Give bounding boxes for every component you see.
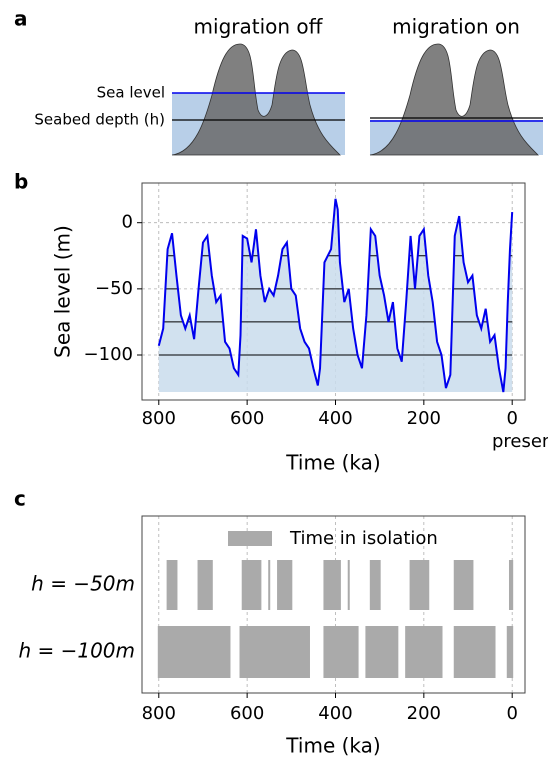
island-off xyxy=(171,43,345,156)
legend-label: Time in isolation xyxy=(289,528,438,549)
panel-label: c xyxy=(14,487,26,511)
isolation-bar xyxy=(453,560,474,610)
x-annotation: present xyxy=(492,431,548,452)
x-tick-label: 0 xyxy=(506,703,517,724)
isolation-bar xyxy=(166,560,178,610)
isolation-bar xyxy=(241,560,262,610)
x-tick-label: 200 xyxy=(407,703,441,724)
isolation-bar xyxy=(268,560,271,610)
isolation-bar xyxy=(453,626,496,678)
x-tick-label: 800 xyxy=(142,408,176,429)
isolation-bar xyxy=(365,626,399,678)
x-axis-label: Time (ka) xyxy=(285,451,380,475)
sea-level-line xyxy=(157,198,514,393)
y-axis-label: Sea level (m) xyxy=(51,225,75,358)
sea-level-chart: 800 600 400 200 0 0 −50 −100 present Time (ka) Sea… xyxy=(51,182,548,475)
isolation-bar xyxy=(323,560,341,610)
isolation-bar xyxy=(157,626,231,678)
x-tick-label: 400 xyxy=(318,408,352,429)
isolation-chart: h = −50m h = −100m Time in isolation 800 600… xyxy=(18,515,526,758)
isolation-bar xyxy=(239,626,310,678)
isolation-bar xyxy=(405,626,443,678)
island-on xyxy=(369,43,543,156)
isolation-bar xyxy=(323,626,359,678)
diagram-title: migration off xyxy=(194,15,324,39)
isolation-bar xyxy=(369,560,381,610)
y-tick-label: −50 xyxy=(95,278,133,299)
row-label: h = −100m xyxy=(18,639,135,663)
plot-frame xyxy=(141,515,526,694)
isolation-bar xyxy=(506,626,514,678)
isolation-bar xyxy=(277,560,293,610)
panel-label: a xyxy=(14,7,28,31)
island xyxy=(369,43,539,156)
isolation-bar xyxy=(409,560,430,610)
y-tick-label: 0 xyxy=(122,212,133,233)
legend-box xyxy=(228,531,272,546)
x-tick-label: 600 xyxy=(230,408,264,429)
panel-label: b xyxy=(14,170,28,194)
x-tick-label: 600 xyxy=(230,703,264,724)
island xyxy=(171,43,341,156)
x-tick-label: 400 xyxy=(318,703,352,724)
x-tick-label: 200 xyxy=(407,408,441,429)
plot-frame xyxy=(141,182,526,401)
diagram-title: migration on xyxy=(392,15,520,39)
area xyxy=(158,198,513,393)
x-axis-label: Time (ka) xyxy=(285,734,380,758)
x-tick-label: 0 xyxy=(506,408,517,429)
isolation-bar xyxy=(197,560,213,610)
sea-level-label: Sea level xyxy=(97,84,165,102)
isolation-bar xyxy=(508,560,514,610)
row-label: h = −50m xyxy=(31,572,135,596)
y-tick-label: −100 xyxy=(84,344,133,365)
x-tick-label: 800 xyxy=(142,703,176,724)
isolation-bar xyxy=(347,560,350,610)
seabed-label: Seabed depth (h) xyxy=(34,111,165,129)
